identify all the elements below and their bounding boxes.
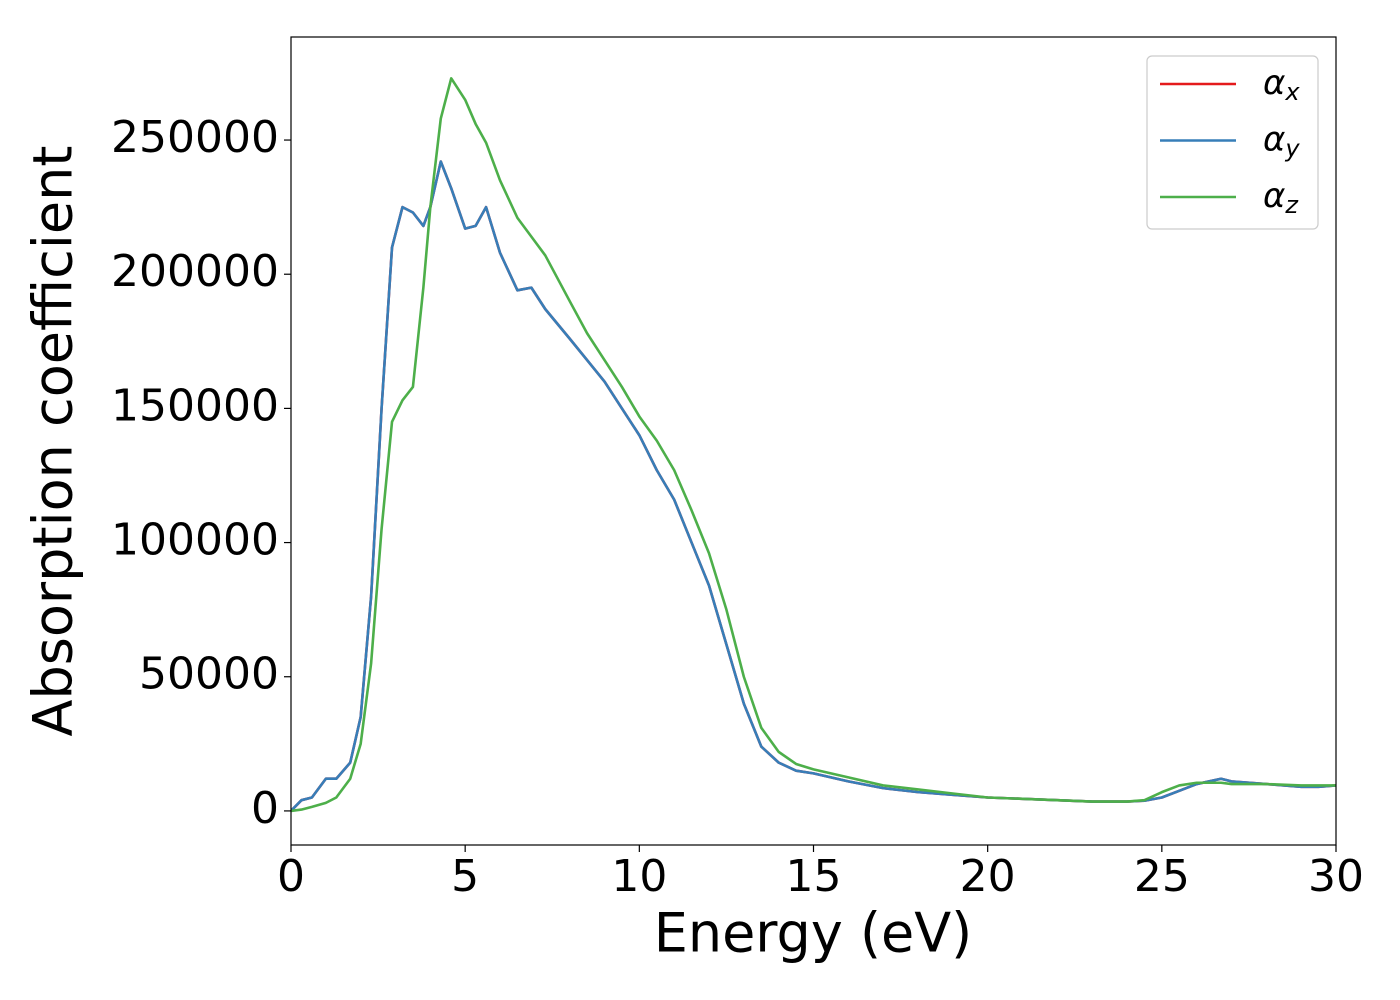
x-axis-label: Energy (eV) — [654, 902, 973, 965]
y-tick-label: 0 — [251, 783, 279, 834]
series-line — [291, 160, 1336, 812]
series-line — [291, 77, 1336, 813]
series-line-group — [291, 160, 1336, 812]
y-tick-label: 100000 — [111, 515, 279, 566]
x-tick-label: 25 — [1134, 851, 1190, 902]
x-tick-label: 15 — [786, 851, 842, 902]
plot-frame — [290, 36, 1337, 846]
x-tick-label: 0 — [277, 851, 305, 902]
y-tick-label: 150000 — [111, 380, 279, 431]
y-axis-label: Absorption coefficient — [22, 146, 85, 737]
y-tick-label: 250000 — [111, 112, 279, 163]
y-tick-label: 50000 — [139, 649, 279, 700]
series-line — [291, 160, 1336, 812]
series-line-group — [291, 160, 1336, 812]
x-tick-label: 30 — [1308, 851, 1364, 902]
legend-box — [1146, 55, 1319, 230]
x-tick-label: 10 — [611, 851, 667, 902]
y-tick-label: 200000 — [111, 246, 279, 297]
legend-label: αx — [1263, 63, 1300, 107]
legend-label: αy — [1263, 119, 1300, 163]
series-line-group — [291, 77, 1336, 813]
x-tick-label: 20 — [960, 851, 1016, 902]
legend-label: αz — [1263, 176, 1299, 220]
x-tick-label: 5 — [451, 851, 479, 902]
